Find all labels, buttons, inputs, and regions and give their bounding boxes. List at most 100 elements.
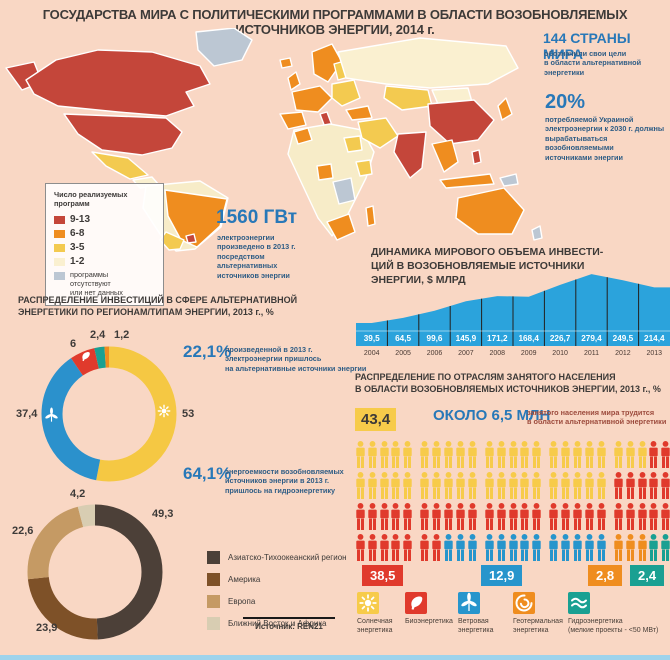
map-region-morocco xyxy=(293,127,313,145)
person-icon xyxy=(356,534,365,561)
svg-text:2010: 2010 xyxy=(552,350,568,357)
person-icon xyxy=(573,472,582,499)
person-icon xyxy=(485,472,494,499)
person-icon xyxy=(549,441,559,468)
person-icon xyxy=(508,441,518,468)
person-icon xyxy=(508,534,518,561)
donut1-label-hydro: 2,4 xyxy=(90,329,106,341)
map-region-congo xyxy=(332,177,356,205)
legend-label: 9-13 xyxy=(70,213,91,225)
svg-text:214,4: 214,4 xyxy=(644,334,665,343)
sector-label-hydro: Гидроэнергетика (мелкие проекты - <50 МВ… xyxy=(568,618,659,634)
stat-countries-caption: обозначили свои цели в области альтернат… xyxy=(544,49,642,77)
svg-text:39,5: 39,5 xyxy=(364,334,380,343)
svg-text:99,6: 99,6 xyxy=(427,334,443,343)
person-icon xyxy=(420,503,430,530)
employment-pictogram xyxy=(356,441,670,565)
person-icon xyxy=(637,472,647,499)
svg-text:2008: 2008 xyxy=(490,350,506,357)
person-icon xyxy=(532,534,541,561)
person-icon xyxy=(403,534,412,561)
person-icon xyxy=(532,503,541,530)
person-icon xyxy=(549,503,559,530)
person-icon xyxy=(626,441,635,468)
person-icon xyxy=(661,503,670,530)
person-icon xyxy=(391,472,401,499)
person-icon xyxy=(356,503,365,530)
region-label: Европа xyxy=(228,597,256,606)
stat-generation-value: 1560 ГВт xyxy=(216,207,298,228)
map-region-usa xyxy=(63,113,183,156)
person-icon xyxy=(467,534,477,561)
map-region-east-africa xyxy=(355,159,373,177)
invest-regions-title: РАСПРЕДЕЛЕНИЕ ИНВЕСТИЦИЙ В СФЕРЕ АЛЬТЕРН… xyxy=(18,295,298,318)
person-icon xyxy=(420,534,430,561)
sector-label-geothermal: Геотермальная энергетика xyxy=(513,618,563,634)
stat-ukraine-caption: потребляемой Украиной электроэнергии к 2… xyxy=(545,115,665,162)
person-icon xyxy=(661,472,670,499)
person-icon xyxy=(497,503,506,530)
hydro-sector-icon xyxy=(568,592,590,614)
employment-total-caption: занятого населения мира трудится в облас… xyxy=(527,408,667,427)
person-icon xyxy=(391,441,401,468)
person-icon xyxy=(356,441,365,468)
source-note: Источник: REN21 xyxy=(243,617,335,631)
person-icon xyxy=(520,503,530,530)
map-region-philippines xyxy=(471,149,482,165)
sector-label-solar: Солнечная энергетика xyxy=(357,618,393,634)
person-icon xyxy=(379,503,389,530)
person-icon xyxy=(497,472,506,499)
person-icon xyxy=(596,534,606,561)
invest-chart-title: ДИНАМИКА МИРОВОГО ОБЪЕМА ИНВЕСТИ- ЦИЙ В … xyxy=(371,246,604,287)
person-icon xyxy=(432,534,441,561)
legend-label: 1-2 xyxy=(70,255,85,267)
waves-icon xyxy=(571,597,587,609)
map-region-scandinavia xyxy=(311,43,343,83)
sun-icon xyxy=(157,404,171,418)
legend-swatch-1-2 xyxy=(54,257,65,266)
svg-text:249,5: 249,5 xyxy=(613,334,634,343)
wind-turbine-icon xyxy=(461,592,477,611)
svg-text:2011: 2011 xyxy=(584,350,599,357)
donut2-label-apac: 49,3 xyxy=(152,508,174,520)
map-region-japan xyxy=(497,97,513,121)
person-icon xyxy=(561,503,570,530)
stat-countries-value: 144 СТРАНЫ МИРА xyxy=(543,30,631,62)
solar-sector-icon xyxy=(357,592,379,614)
person-icon xyxy=(432,472,441,499)
person-icon xyxy=(561,472,570,499)
person-icon xyxy=(520,472,530,499)
region-swatch-apac xyxy=(207,551,220,564)
map-region-indonesia xyxy=(439,173,495,189)
legend-swatch-nodata xyxy=(54,271,65,280)
person-icon xyxy=(649,503,659,530)
person-icon xyxy=(444,534,453,561)
pictogram-row xyxy=(356,472,670,499)
employment-total-value: ОКОЛО 6,5 МЛН xyxy=(433,407,551,424)
person-icon xyxy=(585,472,594,499)
svg-text:226,7: 226,7 xyxy=(550,334,571,343)
region-label: Америка xyxy=(228,575,261,584)
legend-label: 6-8 xyxy=(70,227,85,239)
legend-label: 3-5 xyxy=(70,241,85,253)
person-icon xyxy=(467,441,477,468)
svg-text:2005: 2005 xyxy=(395,350,411,357)
stat-hydro-share-value: 64,1% xyxy=(183,464,232,483)
person-icon xyxy=(444,441,453,468)
person-icon xyxy=(420,441,430,468)
person-icon xyxy=(368,472,377,499)
region-swatch-europe xyxy=(207,595,220,608)
map-region-uruguay xyxy=(185,233,197,244)
legend-swatch-3-5 xyxy=(54,243,65,252)
map-region-uk xyxy=(287,71,301,91)
donut2-label-america: 23,9 xyxy=(36,622,58,634)
person-icon xyxy=(456,503,465,530)
person-icon xyxy=(614,472,623,499)
person-icon xyxy=(403,441,412,468)
person-icon xyxy=(456,472,465,499)
employment-bio-value-box: 38,5 xyxy=(362,565,404,586)
donut-invest-by-region xyxy=(27,504,163,640)
person-icon xyxy=(637,441,647,468)
donut1-label-wind: 37,4 xyxy=(16,408,38,420)
